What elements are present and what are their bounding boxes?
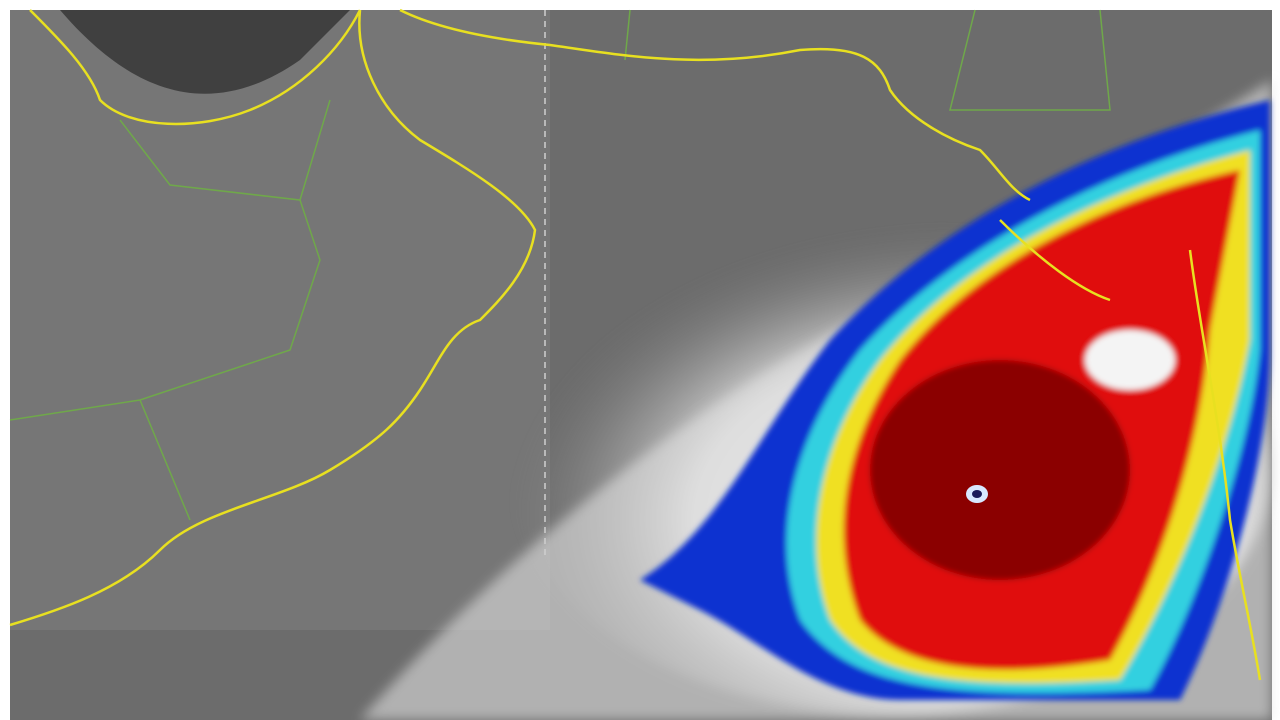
cyclone: [640, 100, 1270, 700]
cyclone-eye-icon: [966, 485, 988, 503]
country-borders: [9, 9, 1111, 521]
coastlines: [9, 8, 1262, 681]
land-arabia: [10, 10, 550, 630]
iran-dark: [60, 10, 350, 94]
